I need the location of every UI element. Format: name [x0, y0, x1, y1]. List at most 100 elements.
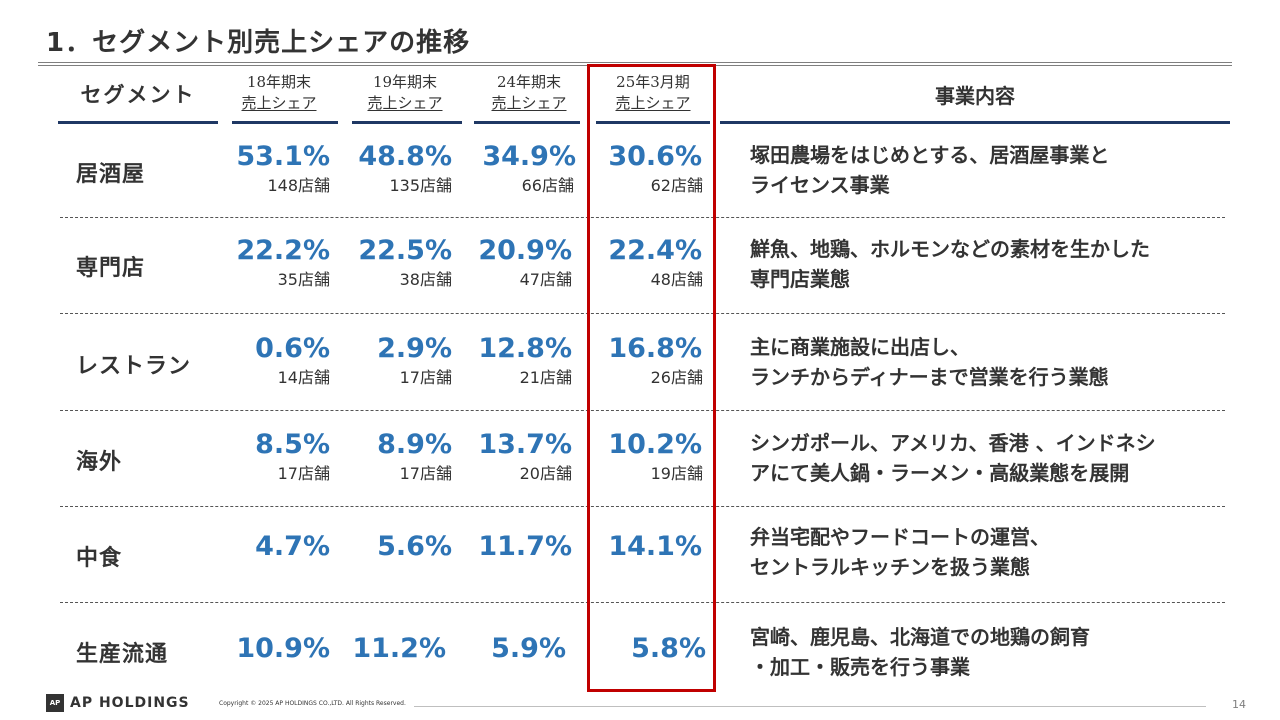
- header-rule-segment: [58, 121, 218, 124]
- page-number: 14: [1232, 698, 1246, 711]
- share-value: 48.8%: [358, 141, 452, 172]
- header-col-fy18-line1: 18年期末: [246, 73, 312, 91]
- segment-name: 中食: [76, 546, 123, 571]
- store-count: 14店舗: [277, 368, 330, 387]
- share-value: 11.2%: [352, 633, 446, 664]
- share-value: 13.7%: [478, 429, 572, 460]
- business-line: 鮮魚、地鶏、ホルモンなどの素材を生かした: [750, 237, 1150, 261]
- share-value: 34.9%: [482, 141, 576, 172]
- share-value: 8.5%: [255, 429, 330, 460]
- segment-name: 居酒屋: [76, 162, 146, 187]
- store-count: 62店舗: [650, 176, 703, 195]
- business-line: 専門店業態: [750, 267, 850, 291]
- latest-column-highlight: [587, 64, 716, 692]
- business-line: 宮崎、鹿児島、北海道での地鶏の飼育: [750, 625, 1090, 649]
- header-col-fy24-line1: 24年期末: [496, 73, 562, 91]
- share-value: 16.8%: [608, 333, 702, 364]
- store-count: 17店舗: [399, 464, 452, 483]
- business-line: 塚田農場をはじめとする、居酒屋事業と: [750, 143, 1110, 167]
- share-value: 14.1%: [608, 531, 702, 562]
- header-col-fy18: 18年期末 売上シェア: [218, 72, 340, 114]
- header-col-fy18-line2: 売上シェア: [241, 94, 317, 112]
- share-value: 10.2%: [608, 429, 702, 460]
- header-col-fy24: 24年期末 売上シェア: [468, 72, 590, 114]
- company-logo: AP AP HOLDINGS: [46, 694, 190, 712]
- store-count: 48店舗: [650, 270, 703, 289]
- store-count: 19店舗: [650, 464, 703, 483]
- table-row: 中食 4.7% 5.6% 11.7% 14.1% 弁当宅配やフードコートの運営、…: [0, 512, 1280, 602]
- business-line: ・加工・販売を行う事業: [750, 655, 970, 679]
- header-rule-fy18: [232, 121, 338, 124]
- share-value: 2.9%: [377, 333, 452, 364]
- store-count: 17店舗: [277, 464, 330, 483]
- row-divider: [60, 506, 1225, 507]
- store-count: 17店舗: [399, 368, 452, 387]
- row-divider: [60, 217, 1225, 218]
- share-value: 5.9%: [491, 633, 566, 664]
- store-count: 21店舗: [519, 368, 572, 387]
- page-title: 1．セグメント別売上シェアの推移: [46, 28, 471, 58]
- table-row: 生産流通 10.9% 11.2% 5.9% 5.8% 宮崎、鹿児島、北海道での地…: [0, 608, 1280, 692]
- business-line: ライセンス事業: [750, 173, 890, 197]
- header-rule-fy24: [474, 121, 580, 124]
- share-value: 10.9%: [236, 633, 330, 664]
- store-count: 35店舗: [277, 270, 330, 289]
- header-col-fy19: 19年期末 売上シェア: [344, 72, 466, 114]
- row-divider: [60, 602, 1225, 603]
- store-count: 135店舗: [389, 176, 452, 195]
- business-line: セントラルキッチンを扱う業態: [750, 555, 1030, 579]
- business-line: 弁当宅配やフードコートの運営、: [750, 525, 1050, 549]
- header-col-fy24-line2: 売上シェア: [491, 94, 567, 112]
- row-divider: [60, 313, 1225, 314]
- share-value: 12.8%: [478, 333, 572, 364]
- header-col-fy25-3: 25年3月期 売上シェア: [592, 72, 714, 114]
- store-count: 26店舗: [650, 368, 703, 387]
- business-line: シンガポール、アメリカ、香港 、インドネシ: [750, 431, 1156, 455]
- business-line: 主に商業施設に出店し、: [750, 335, 970, 359]
- business-line: ランチからディナーまで営業を行う業態: [750, 365, 1109, 389]
- business-description: シンガポール、アメリカ、香港 、インドネシ アにて美人鍋・ラーメン・高級業態を展…: [750, 428, 1250, 488]
- header-segment: セグメント: [80, 83, 196, 107]
- header-col-fy25-3-line1: 25年3月期: [616, 73, 690, 91]
- logo-mark: AP: [46, 694, 64, 712]
- segment-name: 生産流通: [76, 642, 169, 667]
- header-col-fy25-3-line2: 売上シェア: [615, 94, 691, 112]
- share-value: 53.1%: [236, 141, 330, 172]
- header-rule-fy25-3: [596, 121, 710, 124]
- footer-divider: [414, 706, 1206, 707]
- share-value: 20.9%: [478, 235, 572, 266]
- header-business: 事業内容: [935, 83, 1015, 108]
- table-row: レストラン 0.6% 14店舗 2.9% 17店舗 12.8% 21店舗 16.…: [0, 320, 1280, 410]
- share-value: 4.7%: [255, 531, 330, 562]
- share-value: 22.2%: [236, 235, 330, 266]
- business-description: 宮崎、鹿児島、北海道での地鶏の飼育 ・加工・販売を行う事業: [750, 622, 1250, 682]
- store-count: 20店舗: [519, 464, 572, 483]
- share-value: 22.4%: [608, 235, 702, 266]
- business-description: 塚田農場をはじめとする、居酒屋事業と ライセンス事業: [750, 140, 1250, 200]
- table-row: 居酒屋 53.1% 148店舗 48.8% 135店舗 34.9% 66店舗 3…: [0, 128, 1280, 218]
- header-col-fy19-line1: 19年期末: [372, 73, 438, 91]
- share-value: 11.7%: [478, 531, 572, 562]
- segment-name: レストラン: [76, 354, 192, 379]
- business-description: 弁当宅配やフードコートの運営、 セントラルキッチンを扱う業態: [750, 522, 1250, 582]
- segment-name: 専門店: [76, 256, 146, 281]
- share-value: 5.8%: [631, 633, 706, 664]
- table-row: 専門店 22.2% 35店舗 22.5% 38店舗 20.9% 47店舗 22.…: [0, 222, 1280, 312]
- store-count: 66店舗: [521, 176, 574, 195]
- table-row: 海外 8.5% 17店舗 8.9% 17店舗 13.7% 20店舗 10.2% …: [0, 416, 1280, 506]
- business-line: アにて美人鍋・ラーメン・高級業態を展開: [750, 461, 1130, 485]
- share-value: 30.6%: [608, 141, 702, 172]
- store-count: 148店舗: [267, 176, 330, 195]
- segment-name: 海外: [76, 450, 123, 475]
- header-col-fy19-line2: 売上シェア: [367, 94, 443, 112]
- row-divider: [60, 410, 1225, 411]
- copyright: Copyright © 2025 AP HOLDINGS CO.,LTD. Al…: [219, 700, 406, 707]
- share-value: 5.6%: [377, 531, 452, 562]
- business-description: 鮮魚、地鶏、ホルモンなどの素材を生かした 専門店業態: [750, 234, 1250, 294]
- header-rule-fy19: [352, 121, 462, 124]
- share-value: 8.9%: [377, 429, 452, 460]
- logo-text: AP HOLDINGS: [70, 695, 190, 711]
- share-value: 22.5%: [358, 235, 452, 266]
- share-value: 0.6%: [255, 333, 330, 364]
- header-rule-business: [720, 121, 1230, 124]
